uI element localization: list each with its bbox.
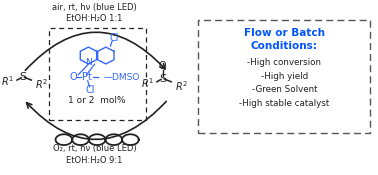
Text: $R^2$: $R^2$ [175, 79, 188, 93]
Text: $R^1$: $R^1$ [1, 75, 14, 88]
Text: O: O [159, 61, 166, 71]
Text: -High conversion: -High conversion [247, 58, 321, 67]
Text: $R^2$: $R^2$ [35, 77, 48, 91]
FancyArrowPatch shape [25, 32, 165, 70]
Text: Conditions:: Conditions: [251, 41, 318, 51]
Text: 1 or 2  mol%: 1 or 2 mol% [68, 96, 126, 106]
Text: Pt: Pt [82, 72, 91, 82]
Text: $R^1$: $R^1$ [141, 76, 154, 90]
Text: Cl: Cl [85, 85, 95, 95]
Text: O: O [70, 72, 77, 82]
Text: -High stable catalyst: -High stable catalyst [239, 99, 329, 108]
Text: EtOH:H₂O 9:1: EtOH:H₂O 9:1 [66, 156, 123, 165]
Text: Cl: Cl [109, 33, 119, 43]
Text: N: N [85, 58, 91, 67]
FancyBboxPatch shape [49, 28, 146, 120]
FancyArrowPatch shape [26, 101, 166, 139]
Text: -Green Solvent: -Green Solvent [251, 85, 317, 94]
FancyBboxPatch shape [198, 20, 370, 133]
Text: -High yield: -High yield [261, 72, 308, 81]
Text: air, rt, hν (blue LED): air, rt, hν (blue LED) [52, 3, 137, 12]
Text: —DMSO: —DMSO [104, 73, 140, 82]
Text: S: S [19, 72, 26, 82]
Text: S: S [159, 74, 166, 84]
Text: Flow or Batch: Flow or Batch [244, 28, 325, 38]
Text: O₂, rt, hν (blue LED): O₂, rt, hν (blue LED) [53, 144, 136, 153]
Text: EtOH:H₂O 1:1: EtOH:H₂O 1:1 [66, 14, 123, 23]
